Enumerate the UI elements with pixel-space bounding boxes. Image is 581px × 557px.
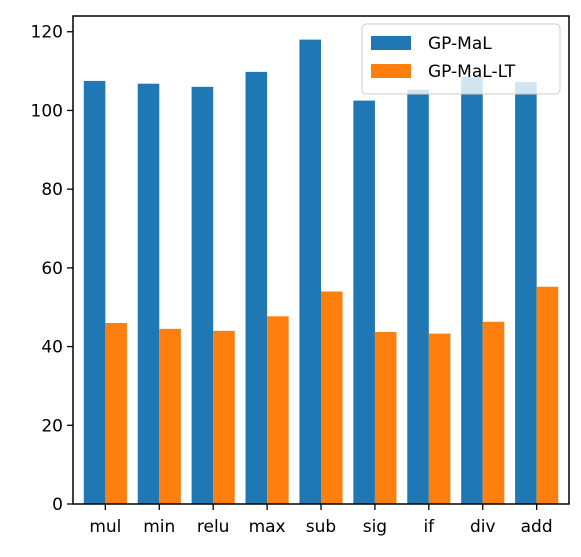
bar-gp-mal-mul xyxy=(83,80,106,504)
x-tick-label: mul xyxy=(89,517,121,537)
y-tick-label: 100 xyxy=(31,101,63,121)
bar-gp-mal-div xyxy=(461,77,483,504)
y-tick-label: 20 xyxy=(41,416,63,436)
x-tick-label: div xyxy=(470,517,496,537)
bar-gp-mal-lt-div xyxy=(482,321,505,504)
x-tick-label: add xyxy=(521,517,553,537)
bar-gp-mal-lt-sub xyxy=(321,291,343,504)
x-tick-label: sig xyxy=(363,517,387,537)
bar-gp-mal-sig xyxy=(353,100,375,505)
bar-gp-mal-lt-add xyxy=(536,286,559,504)
y-tick-label: 80 xyxy=(41,180,63,200)
bar-gp-mal-if xyxy=(407,89,429,504)
y-tick-label: 60 xyxy=(41,259,63,279)
bar-gp-mal-lt-mul xyxy=(105,322,127,504)
x-tick-label: if xyxy=(423,517,435,537)
bar-gp-mal-sub xyxy=(299,39,321,505)
x-tick-label: sub xyxy=(306,517,336,537)
bar-gp-mal-max xyxy=(245,71,268,504)
legend-swatch-gp-mal-lt xyxy=(371,64,411,78)
y-axis-ticks: 0 20 40 60 80 100 120 xyxy=(31,23,73,515)
x-tick-label: max xyxy=(249,517,286,537)
bar-gp-mal-lt-max xyxy=(267,316,289,504)
legend: GP-MaL GP-MaL-LT xyxy=(361,23,561,95)
y-tick-label: 0 xyxy=(52,495,63,515)
bar-gp-mal-relu xyxy=(191,86,214,504)
x-tick-label: relu xyxy=(197,517,230,537)
x-axis-ticks: mul min relu max sub sig if div add xyxy=(89,504,553,537)
bars-group xyxy=(83,39,559,505)
bar-gp-mal-lt-if xyxy=(428,333,451,504)
bar-gp-mal-min xyxy=(137,83,160,504)
bar-gp-mal-lt-min xyxy=(159,328,181,504)
y-tick-label: 120 xyxy=(31,23,63,43)
legend-label-gp-mal-lt: GP-MaL-LT xyxy=(428,62,516,82)
bar-gp-mal-lt-relu xyxy=(213,330,235,504)
bar-gp-mal-lt-sig xyxy=(374,332,397,504)
x-tick-label: min xyxy=(143,517,175,537)
y-tick-label: 40 xyxy=(41,338,63,358)
legend-label-gp-mal: GP-MaL xyxy=(428,34,492,54)
bar-gp-mal-add xyxy=(515,82,537,505)
legend-swatch-gp-mal xyxy=(371,36,411,50)
legend-box xyxy=(361,23,561,95)
